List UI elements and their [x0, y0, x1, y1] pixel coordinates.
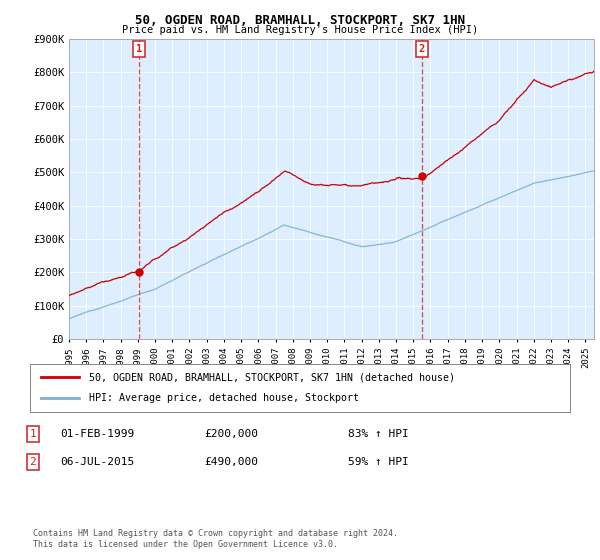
Text: Price paid vs. HM Land Registry's House Price Index (HPI): Price paid vs. HM Land Registry's House …: [122, 25, 478, 35]
Text: £200,000: £200,000: [204, 429, 258, 439]
Text: 83% ↑ HPI: 83% ↑ HPI: [348, 429, 409, 439]
Text: 2: 2: [419, 44, 425, 54]
Text: 50, OGDEN ROAD, BRAMHALL, STOCKPORT, SK7 1HN: 50, OGDEN ROAD, BRAMHALL, STOCKPORT, SK7…: [135, 14, 465, 27]
Text: £490,000: £490,000: [204, 457, 258, 467]
Text: 06-JUL-2015: 06-JUL-2015: [60, 457, 134, 467]
Text: 59% ↑ HPI: 59% ↑ HPI: [348, 457, 409, 467]
Text: 2: 2: [29, 457, 37, 467]
Text: 50, OGDEN ROAD, BRAMHALL, STOCKPORT, SK7 1HN (detached house): 50, OGDEN ROAD, BRAMHALL, STOCKPORT, SK7…: [89, 372, 455, 382]
Text: 1: 1: [136, 44, 142, 54]
Text: HPI: Average price, detached house, Stockport: HPI: Average price, detached house, Stoc…: [89, 393, 359, 403]
Text: 01-FEB-1999: 01-FEB-1999: [60, 429, 134, 439]
Text: Contains HM Land Registry data © Crown copyright and database right 2024.
This d: Contains HM Land Registry data © Crown c…: [33, 529, 398, 549]
Text: 1: 1: [29, 429, 37, 439]
